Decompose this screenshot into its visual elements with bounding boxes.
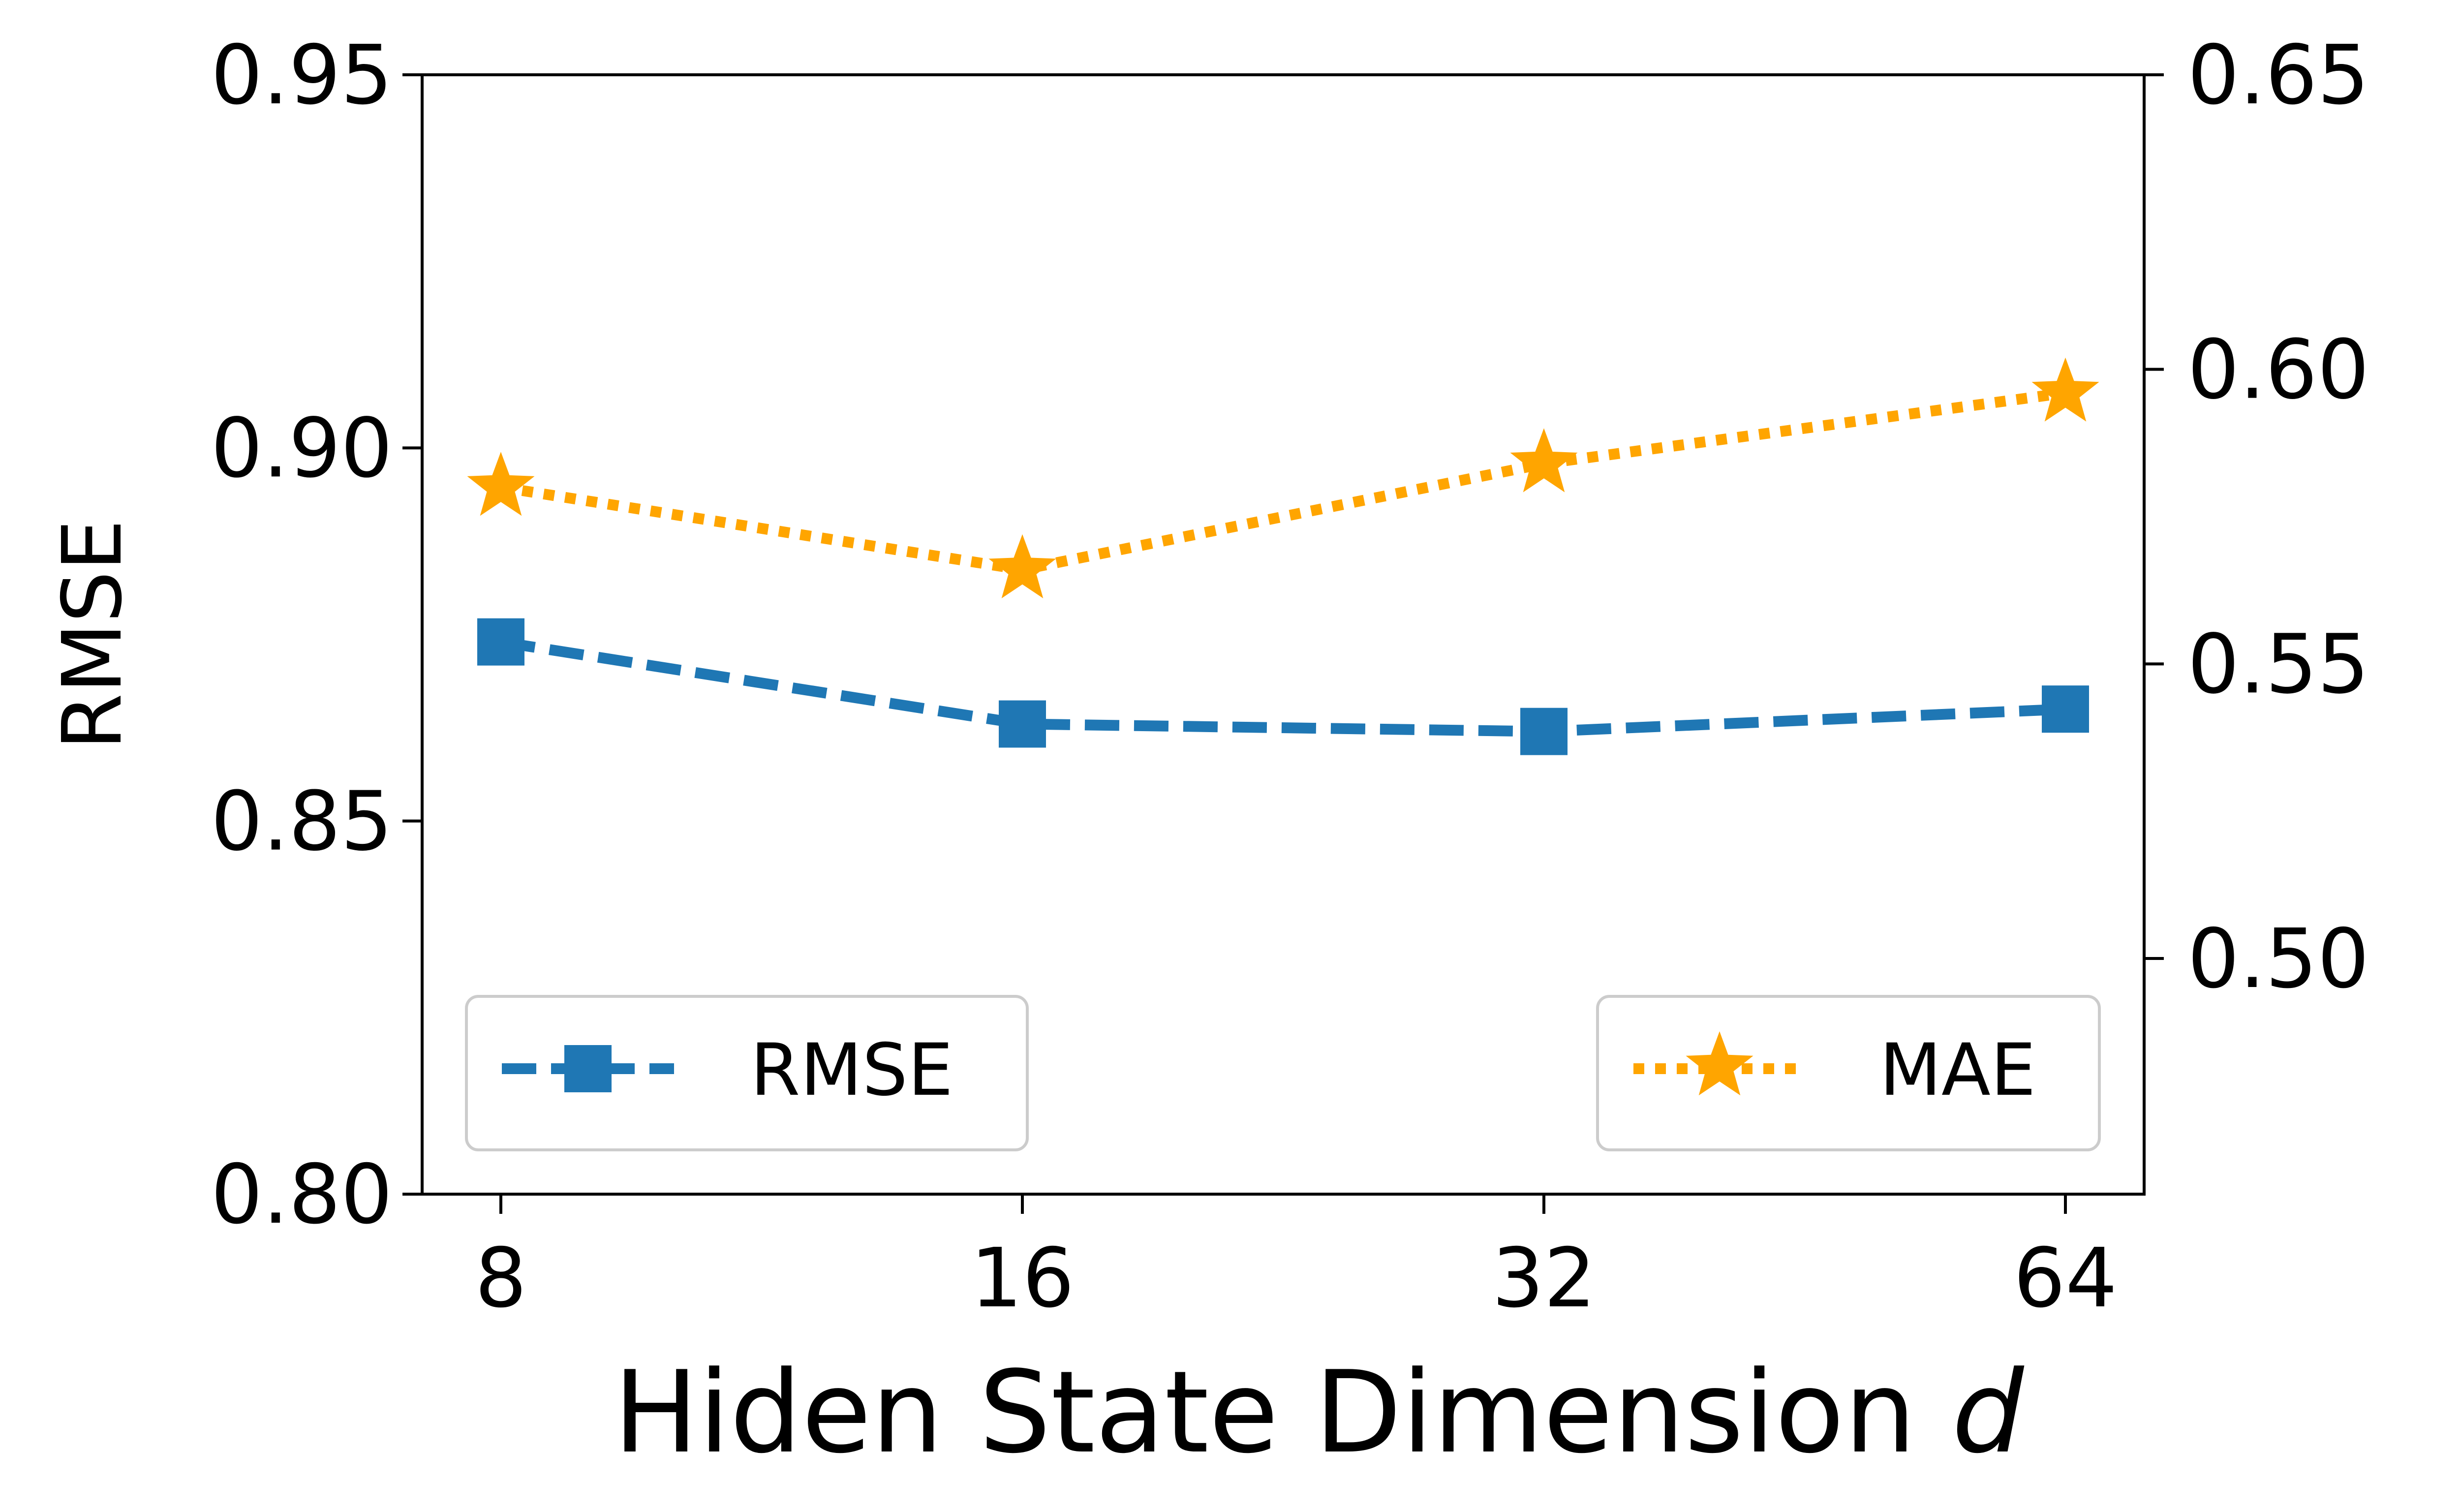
series-line-mae: [500, 387, 2066, 575]
left-axis-title: RMSE: [45, 520, 140, 750]
x-axis-title: Hiden State Dimension d: [614, 1347, 2025, 1479]
right-tick-label: 0.50: [2187, 912, 2369, 1007]
data-point-mae: [1510, 428, 1578, 493]
plot-frame: [421, 73, 2146, 1196]
series-line-rmse: [500, 636, 2066, 737]
x-axis-title-variable: d: [1952, 1347, 2024, 1479]
x-axis-title-text: Hiden State Dimension: [614, 1347, 1916, 1479]
left-tick-label: 0.90: [211, 401, 393, 496]
data-point-mae: [2031, 357, 2099, 422]
x-tick-label: 16: [970, 1231, 1074, 1326]
right-axis-title: MAE: [2449, 546, 2460, 724]
data-point-rmse: [2042, 685, 2089, 733]
legend-mae: MAE: [1596, 995, 2101, 1151]
x-axis: 8 16 32 64: [475, 1194, 2118, 1326]
x-tick-label: 32: [1492, 1231, 1596, 1326]
legend-rmse-label: RMSE: [750, 1028, 953, 1112]
legend-mae-box: [1596, 995, 2101, 1151]
left-tick-label: 0.95: [211, 28, 393, 123]
legend-rmse-marker: [564, 1045, 612, 1092]
legend-rmse-box: [465, 995, 1029, 1151]
right-axis: 0.50 0.55 0.60 0.65: [2144, 28, 2369, 1007]
left-tick-label: 0.85: [211, 774, 393, 869]
legend-mae-marker: [1686, 1031, 1753, 1096]
series-layer: [467, 357, 2099, 755]
x-tick-label: 8: [475, 1231, 527, 1326]
legend-rmse: RMSE: [465, 995, 1029, 1151]
data-point-mae: [467, 452, 535, 516]
x-tick-label: 64: [2013, 1231, 2117, 1326]
data-point-rmse: [999, 700, 1046, 748]
data-point-rmse: [477, 618, 524, 666]
legend-mae-label: MAE: [1879, 1028, 2036, 1112]
right-tick-label: 0.55: [2187, 617, 2369, 712]
left-axis: 0.80 0.85 0.90 0.95: [211, 28, 422, 1242]
right-tick-label: 0.60: [2187, 323, 2369, 418]
left-tick-label: 0.80: [211, 1147, 393, 1242]
data-point-rmse: [1520, 708, 1568, 755]
right-tick-label: 0.65: [2187, 28, 2369, 123]
data-point-mae: [988, 534, 1056, 598]
